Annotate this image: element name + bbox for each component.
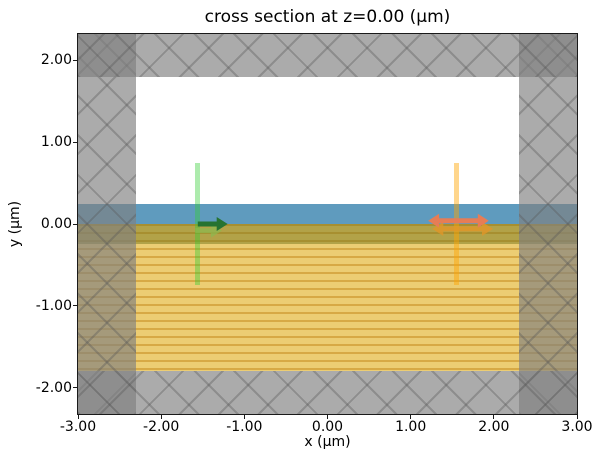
x-tick-mark — [77, 415, 79, 419]
y-tick-label: -2.00 — [35, 379, 72, 396]
y-tick-label: 0.00 — [40, 216, 72, 232]
x-tick-label: 0.00 — [311, 419, 344, 435]
x-tick-label: 2.00 — [478, 419, 510, 435]
x-axis-label: x (μm) — [304, 434, 351, 450]
core-layer — [78, 203, 577, 224]
pml-left — [78, 34, 137, 414]
y-tick-label: -1.00 — [35, 297, 72, 314]
pml-bottom — [78, 371, 577, 414]
y-tick-mark — [73, 305, 77, 307]
x-tick-mark — [576, 415, 578, 419]
y-tick-mark — [73, 223, 77, 225]
pml-right — [518, 34, 577, 414]
x-tick-label: -2.00 — [143, 419, 180, 435]
oxide-substrate-layer — [78, 224, 577, 372]
plot-title: cross section at z=0.00 (μm) — [204, 7, 451, 27]
x-tick-mark — [160, 415, 162, 419]
x-tick-mark — [243, 415, 245, 419]
x-tick-mark — [327, 415, 328, 419]
y-tick-label: 2.00 — [40, 52, 72, 69]
y-axis-label: y (μm) — [7, 200, 23, 248]
mode-monitor-plane — [453, 162, 459, 286]
x-tick-mark — [493, 415, 495, 419]
pml-top — [78, 34, 577, 77]
x-tick-label: 3.00 — [561, 419, 593, 435]
x-tick-label: -3.00 — [59, 419, 97, 435]
y-tick-mark — [73, 387, 77, 389]
y-tick-label: 1.00 — [40, 134, 72, 151]
y-tick-mark — [73, 141, 77, 143]
slab-layer — [78, 224, 577, 245]
mode-source-plane — [195, 162, 201, 286]
x-tick-label: 1.00 — [395, 419, 427, 435]
plot-area — [78, 34, 577, 414]
y-tick-mark — [73, 59, 77, 61]
x-tick-mark — [410, 415, 412, 419]
x-tick-label: -1.00 — [226, 419, 263, 435]
